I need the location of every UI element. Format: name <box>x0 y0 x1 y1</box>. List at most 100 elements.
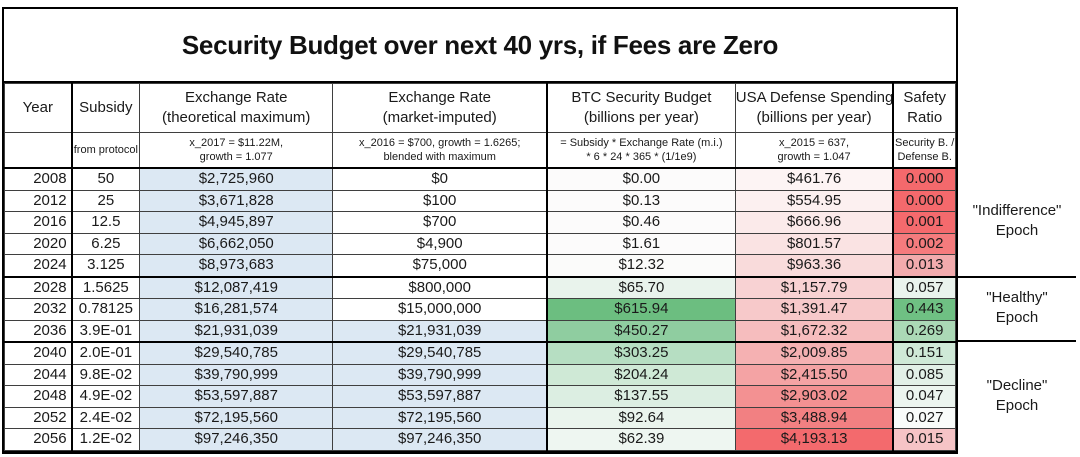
year-cell: 2040 <box>3 341 73 365</box>
subheader-line: growth = 1.047 <box>777 151 851 163</box>
defense-cell: $2,009.85 <box>734 341 895 365</box>
exchange-mkt-cell: $100 <box>332 189 549 212</box>
subheader-row: from protocol x_2017 = $11.22M, growth =… <box>3 132 957 169</box>
subheader-line: * 6 * 24 * 365 * (1/1e9) <box>586 151 697 163</box>
header-row: Year Subsidy Exchange Rate (theoretical … <box>3 83 957 133</box>
exchange-mkt-cell: $21,931,039 <box>332 319 549 343</box>
header-line: Exchange Rate <box>184 89 288 106</box>
defense-cell: $3,488.94 <box>734 406 895 429</box>
header-line: Safety <box>903 89 946 106</box>
exchange-mkt-cell: $4,900 <box>332 232 549 255</box>
col-header-defense: USA Defense Spending (billions per year) <box>734 83 895 133</box>
header-line: BTC Security Budget <box>571 89 712 106</box>
epoch-label-line: "Healthy" <box>986 289 1048 306</box>
table-row-2036: 2036 3.9E-01 $21,931,039 $21,931,039 $45… <box>3 319 957 343</box>
year-cell: 2032 <box>3 298 73 321</box>
subsidy-cell: 0.78125 <box>71 298 141 321</box>
col-header-year: Year <box>3 83 73 133</box>
defense-cell: $1,157.79 <box>734 276 895 299</box>
subsidy-cell: 1.5625 <box>71 276 141 299</box>
subsidy-cell: 25 <box>71 189 141 212</box>
table-row-2056: 2056 1.2E-02 $97,246,350 $97,246,350 $62… <box>3 428 957 451</box>
btc-budget-cell: $204.24 <box>546 363 736 386</box>
year-cell: 2028 <box>3 276 73 299</box>
year-cell: 2048 <box>3 385 73 408</box>
defense-cell: $666.96 <box>734 211 895 234</box>
header-line: (billions per year) <box>583 109 699 126</box>
exchange-max-cell: $16,281,574 <box>139 298 334 321</box>
safety-ratio-cell: 0.015 <box>892 428 957 451</box>
subsidy-cell: 2.4E-02 <box>71 406 141 429</box>
safety-ratio-cell: 0.151 <box>892 341 957 365</box>
subheader-line: blended with maximum <box>383 151 496 163</box>
subheader-year <box>3 132 73 169</box>
exchange-max-cell: $8,973,683 <box>139 254 334 278</box>
subsidy-cell: 4.9E-02 <box>71 385 141 408</box>
epoch-separator <box>956 340 1076 342</box>
defense-cell: $554.95 <box>734 189 895 212</box>
subheader-line: x_2017 = $11.22M, <box>189 137 284 149</box>
subheader-line: growth = 1.077 <box>199 151 273 163</box>
col-header-exchange-max: Exchange Rate (theoretical maximum) <box>139 83 334 133</box>
subheader-line: x_2015 = 637, <box>779 137 850 149</box>
btc-budget-cell: $92.64 <box>546 406 736 429</box>
subsidy-cell: 3.9E-01 <box>71 319 141 343</box>
safety-ratio-cell: 0.000 <box>892 167 957 191</box>
exchange-max-cell: $2,725,960 <box>139 167 334 191</box>
defense-cell: $801.57 <box>734 232 895 255</box>
table-row-2012: 2012 25 $3,671,828 $100 $0.13 $554.95 0.… <box>3 189 957 212</box>
exchange-mkt-cell: $800,000 <box>332 276 549 299</box>
header-line: Exchange Rate <box>388 89 491 106</box>
year-cell: 2036 <box>3 319 73 343</box>
defense-cell: $2,903.02 <box>734 385 895 408</box>
defense-cell: $1,391.47 <box>734 298 895 321</box>
btc-budget-cell: $1.61 <box>546 232 736 255</box>
exchange-mkt-cell: $72,195,560 <box>332 406 549 429</box>
year-cell: 2016 <box>3 211 73 234</box>
exchange-mkt-cell: $75,000 <box>332 254 549 278</box>
data-grid: Year Subsidy Exchange Rate (theoretical … <box>3 83 957 451</box>
exchange-max-cell: $72,195,560 <box>139 406 334 429</box>
epoch-separator <box>956 276 1076 278</box>
exchange-max-cell: $39,790,999 <box>139 363 334 386</box>
exchange-max-cell: $21,931,039 <box>139 319 334 343</box>
exchange-max-cell: $3,671,828 <box>139 189 334 212</box>
subheader-exchange-mkt: x_2016 = $700, growth = 1.6265; blended … <box>332 132 549 169</box>
defense-cell: $963.36 <box>734 254 895 278</box>
exchange-mkt-cell: $53,597,887 <box>332 385 549 408</box>
btc-budget-cell: $615.94 <box>546 298 736 321</box>
exchange-mkt-cell: $39,790,999 <box>332 363 549 386</box>
btc-budget-cell: $12.32 <box>546 254 736 278</box>
subsidy-cell: 9.8E-02 <box>71 363 141 386</box>
safety-ratio-cell: 0.085 <box>892 363 957 386</box>
subsidy-cell: 12.5 <box>71 211 141 234</box>
subheader-defense: x_2015 = 637, growth = 1.047 <box>734 132 895 169</box>
subheader-line: Defense B. <box>897 151 952 163</box>
btc-budget-cell: $137.55 <box>546 385 736 408</box>
table-row-2040: 2040 2.0E-01 $29,540,785 $29,540,785 $30… <box>3 341 957 365</box>
subheader-btc-budget: = Subsidy * Exchange Rate (m.i.) * 6 * 2… <box>546 132 736 169</box>
year-cell: 2052 <box>3 406 73 429</box>
subsidy-cell: 3.125 <box>71 254 141 278</box>
table-row-2016: 2016 12.5 $4,945,897 $700 $0.46 $666.96 … <box>3 211 957 234</box>
exchange-mkt-cell: $97,246,350 <box>332 428 549 451</box>
safety-ratio-cell: 0.443 <box>892 298 957 321</box>
exchange-mkt-cell: $29,540,785 <box>332 341 549 365</box>
defense-cell: $461.76 <box>734 167 895 191</box>
epoch-label-line: "Indifference" <box>972 202 1062 219</box>
subsidy-cell: 2.0E-01 <box>71 341 141 365</box>
epoch-label-line: Epoch <box>995 309 1039 326</box>
btc-budget-cell: $450.27 <box>546 319 736 343</box>
btc-budget-cell: $0.46 <box>546 211 736 234</box>
safety-ratio-cell: 0.002 <box>892 232 957 255</box>
table-row-2020: 2020 6.25 $6,662,050 $4,900 $1.61 $801.5… <box>3 232 957 255</box>
table-row-2032: 2032 0.78125 $16,281,574 $15,000,000 $61… <box>3 298 957 321</box>
subheader-line: Security B. / <box>895 137 955 149</box>
table-row-2048: 2048 4.9E-02 $53,597,887 $53,597,887 $13… <box>3 385 957 408</box>
table-title: Security Budget over next 40 yrs, if Fee… <box>4 9 956 83</box>
defense-cell: $2,415.50 <box>734 363 895 386</box>
safety-ratio-cell: 0.013 <box>892 254 957 278</box>
exchange-max-cell: $12,087,419 <box>139 276 334 299</box>
col-header-subsidy: Subsidy <box>71 83 141 133</box>
